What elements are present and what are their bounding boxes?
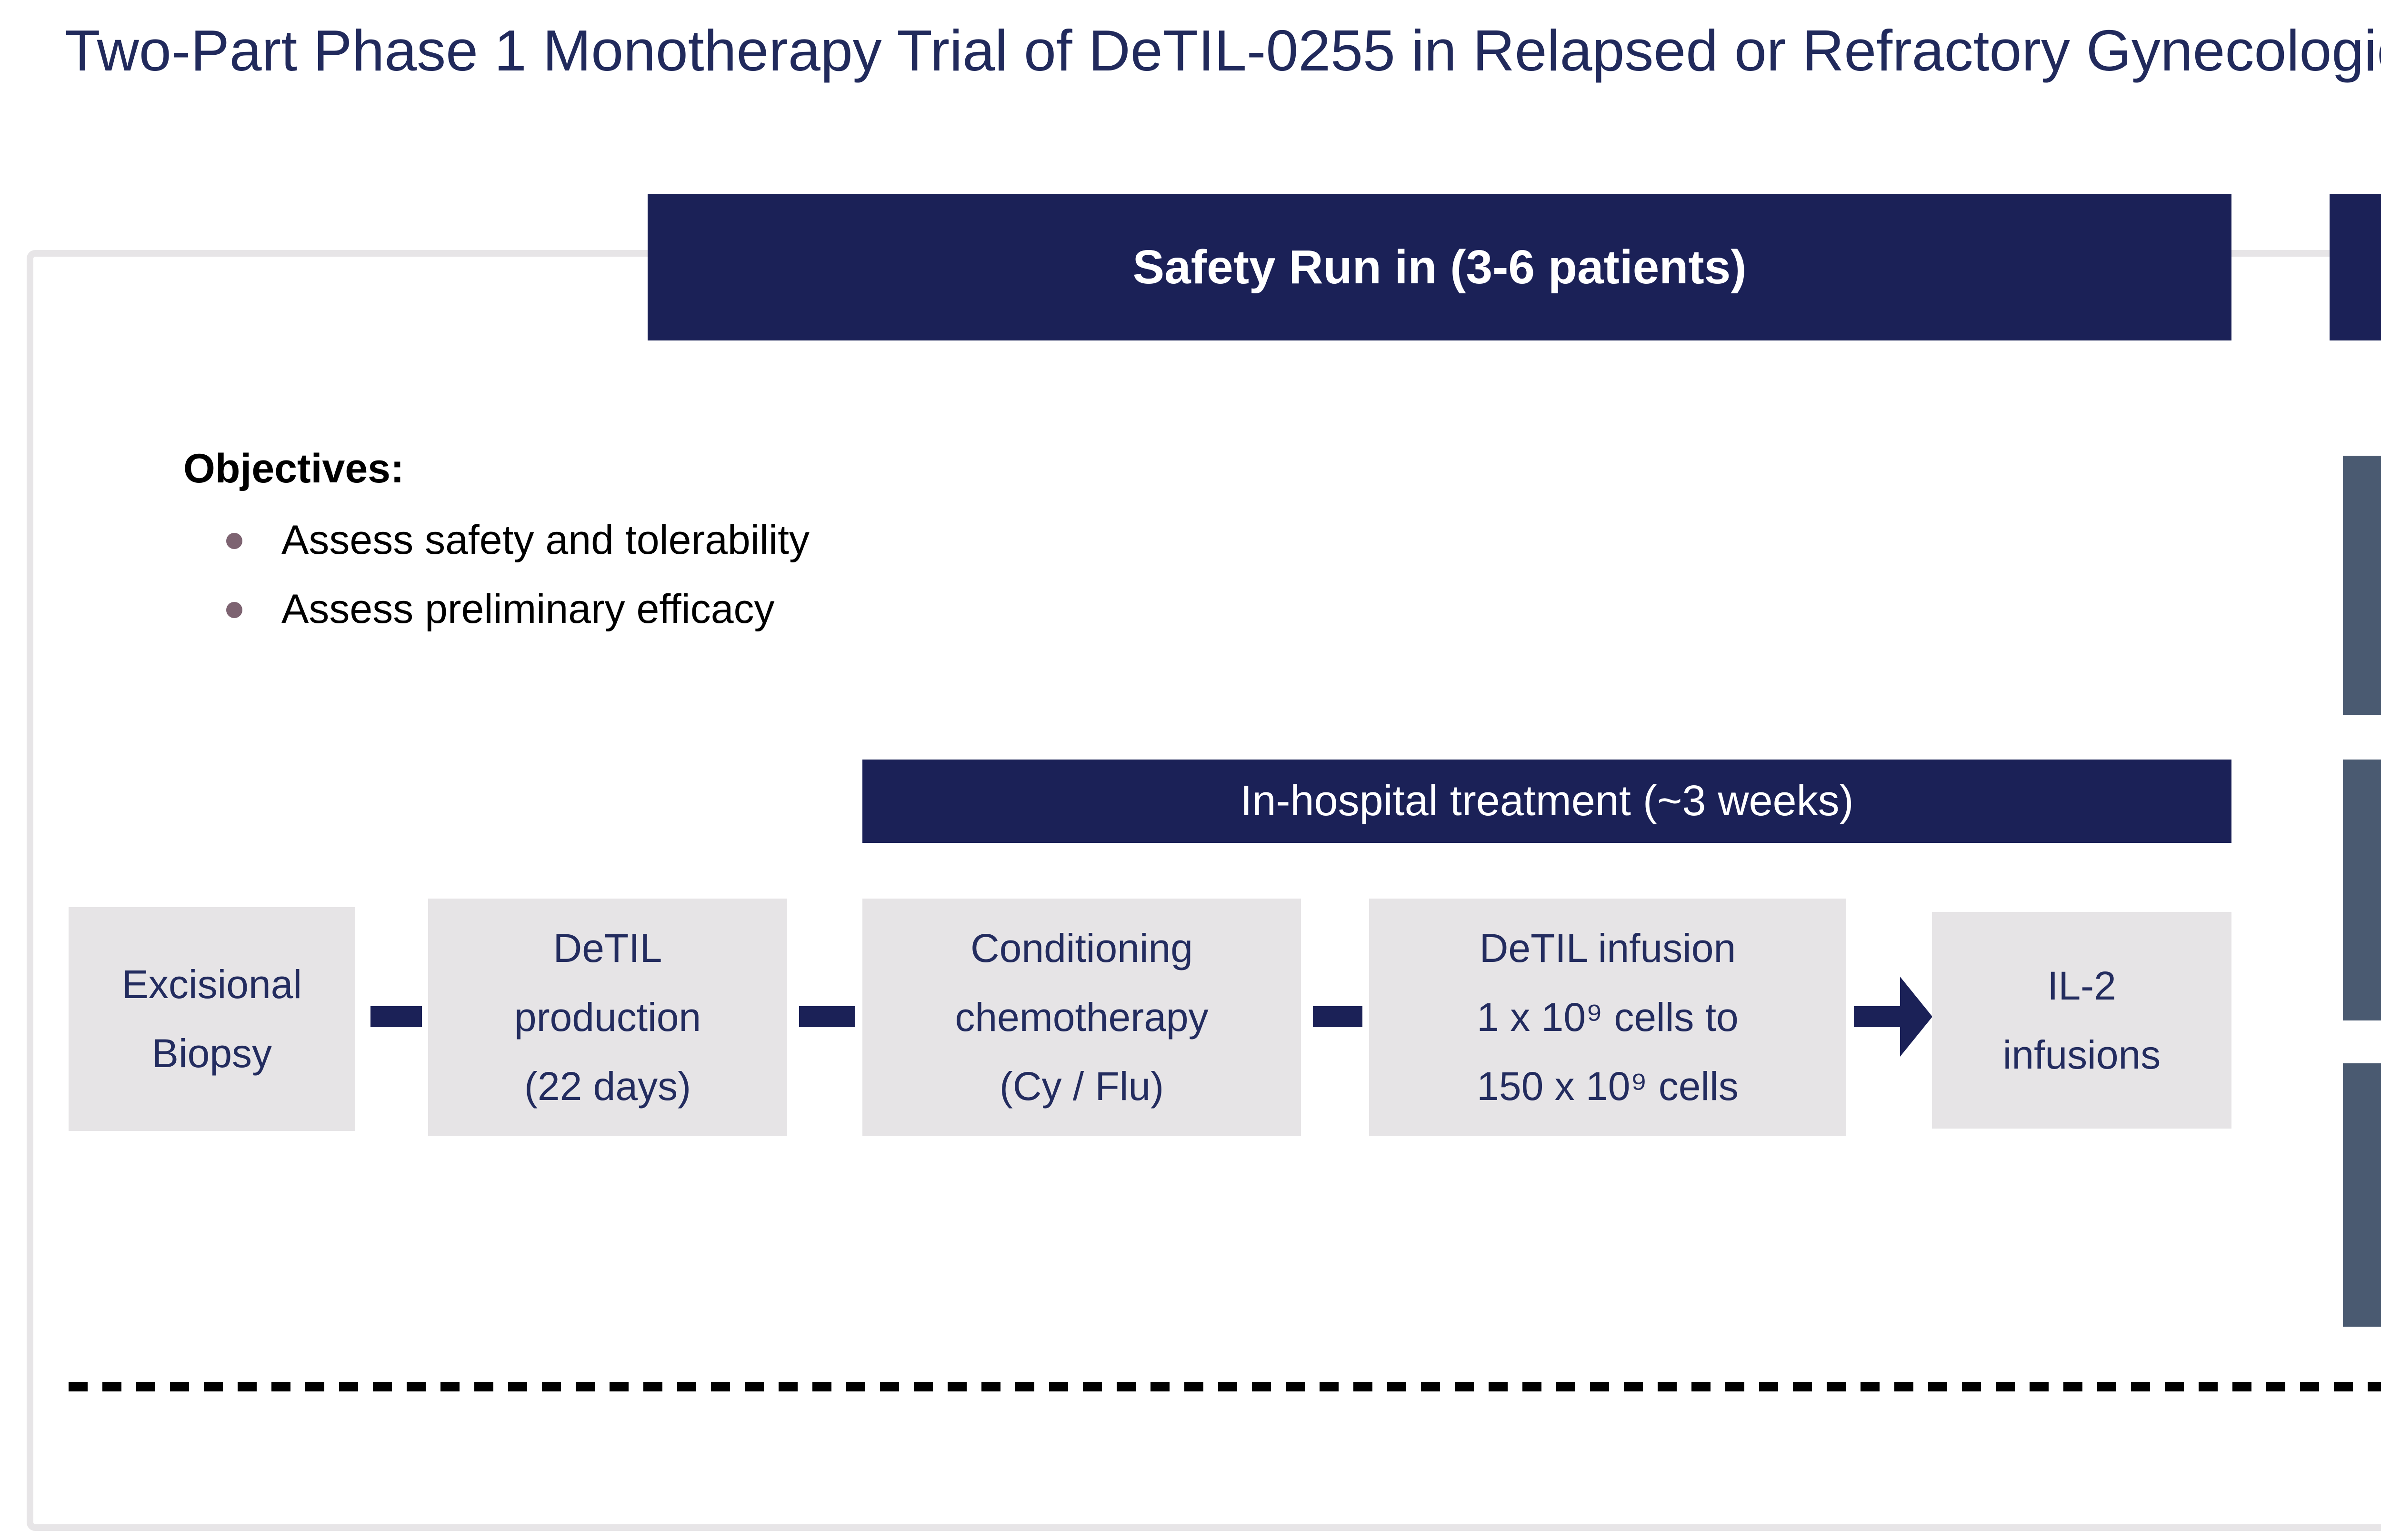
- cohort-box-endometrial-cancer: Advanced or Recurrent Endometrial Cancer…: [2343, 1063, 2381, 1327]
- flow-step-detil-production: DeTIL production (22 days): [428, 899, 787, 1136]
- flow-step-line: production: [514, 995, 701, 1040]
- objectives-section: Objectives: Assess safety and tolerabili…: [183, 445, 810, 644]
- flow-step-label: DeTIL production (22 days): [514, 914, 701, 1121]
- objectives-list: Assess safety and tolerability Assess pr…: [183, 506, 810, 644]
- flow-step-line: IL-2: [2047, 963, 2116, 1008]
- safety-runin-header-bar: Safety Run in (3-6 patients): [648, 194, 2231, 340]
- flow-step-conditioning-chemotherapy: Conditioning chemotherapy (Cy / Flu): [862, 899, 1301, 1136]
- cohort-expansion-header-bar: Potential Cohort Expansion: [2330, 194, 2381, 340]
- objective-item: Assess preliminary efficacy: [226, 575, 810, 644]
- flow-step-line: (22 days): [524, 1064, 691, 1109]
- flow-step-label: IL-2 infusions: [2003, 951, 2161, 1090]
- flow-step-line: DeTIL: [553, 926, 662, 970]
- flow-step-line: chemotherapy: [955, 995, 1209, 1040]
- objective-text: Assess preliminary efficacy: [281, 586, 775, 632]
- bullet-dot-icon: [226, 602, 242, 618]
- flow-step-line: 1 x 10⁹ cells to: [1477, 995, 1739, 1040]
- flow-step-label: Excisional Biopsy: [122, 950, 302, 1088]
- flow-step-excisional-biopsy: Excisional Biopsy: [69, 907, 355, 1131]
- flow-step-label: DeTIL infusion 1 x 10⁹ cells to 150 x 10…: [1477, 914, 1739, 1121]
- objective-text: Assess safety and tolerability: [281, 517, 810, 563]
- flow-step-line: infusions: [2002, 1032, 2161, 1077]
- step-connector-dash: [1313, 1006, 1362, 1027]
- flow-step-line: Excisional: [121, 962, 302, 1007]
- objectives-heading: Objectives:: [183, 446, 404, 491]
- flow-step-line: Biopsy: [151, 1031, 272, 1076]
- inhospital-treatment-label: In-hospital treatment (~3 weeks): [1240, 777, 1854, 825]
- step-connector-dash: [799, 1006, 855, 1027]
- slide-title: Two-Part Phase 1 Monotherapy Trial of De…: [65, 18, 2381, 83]
- flow-step-label: Conditioning chemotherapy (Cy / Flu): [955, 914, 1208, 1121]
- timeline-dashed-arrow: [69, 1382, 2381, 1391]
- flow-step-detil-infusion: DeTIL infusion 1 x 10⁹ cells to 150 x 10…: [1369, 899, 1846, 1136]
- flow-step-il2-infusions: IL-2 infusions: [1932, 912, 2231, 1129]
- flow-step-line: Conditioning: [970, 926, 1193, 970]
- step-arrow-head-icon: [1900, 977, 1932, 1057]
- cohort-box-ovarian-cancer: Platinum Resistant Epithelial Ovarian Ca…: [2343, 760, 2381, 1020]
- step-connector-dash: [370, 1006, 422, 1027]
- safety-runin-header-label: Safety Run in (3-6 patients): [1132, 240, 1747, 294]
- flow-step-line: DeTIL infusion: [1479, 926, 1736, 970]
- cohort-box-cervical-cancer: Recurrent, Metastatic or Persistent Cerv…: [2343, 456, 2381, 715]
- flow-step-line: 150 x 10⁹ cells: [1477, 1064, 1739, 1109]
- bullet-dot-icon: [226, 533, 242, 549]
- content-panel-border: [27, 250, 2381, 1531]
- step-arrow-shaft: [1854, 1006, 1902, 1027]
- inhospital-treatment-bar: In-hospital treatment (~3 weeks): [862, 760, 2231, 843]
- flow-step-line: (Cy / Flu): [999, 1064, 1164, 1109]
- objective-item: Assess safety and tolerability: [226, 506, 810, 575]
